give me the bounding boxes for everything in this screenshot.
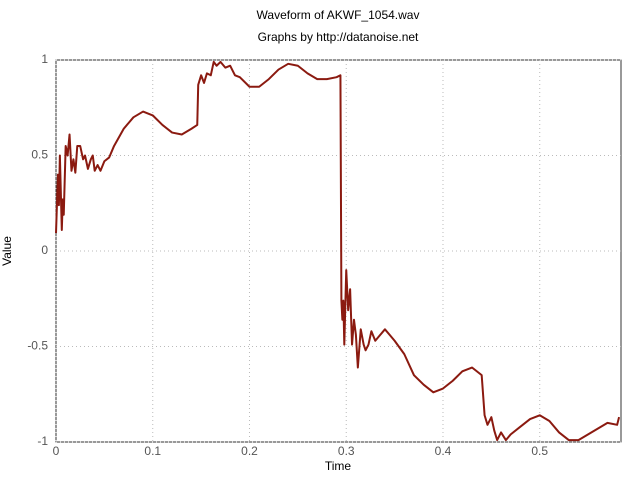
x-tick-label: 0.3 (338, 444, 355, 458)
y-tick-label: 0.5 (31, 148, 48, 162)
y-tick-label: -1 (37, 434, 48, 448)
y-tick-label: 0 (41, 243, 48, 257)
x-tick-label: 0 (53, 444, 60, 458)
y-tick-label: -0.5 (27, 339, 48, 353)
waveform-line (55, 60, 621, 442)
x-tick-label: 0.1 (144, 444, 161, 458)
chart-title: Waveform of AKWF_1054.wav (257, 8, 420, 22)
chart-subtitle: Graphs by http://datanoise.net (258, 30, 419, 44)
x-tick-label: 0.4 (435, 444, 452, 458)
y-axis-label: Value (0, 236, 14, 266)
x-tick-label: 0.2 (241, 444, 258, 458)
x-axis-label: Time (325, 459, 352, 473)
y-tick-label: 1 (41, 52, 48, 66)
x-tick-label: 0.5 (531, 444, 548, 458)
